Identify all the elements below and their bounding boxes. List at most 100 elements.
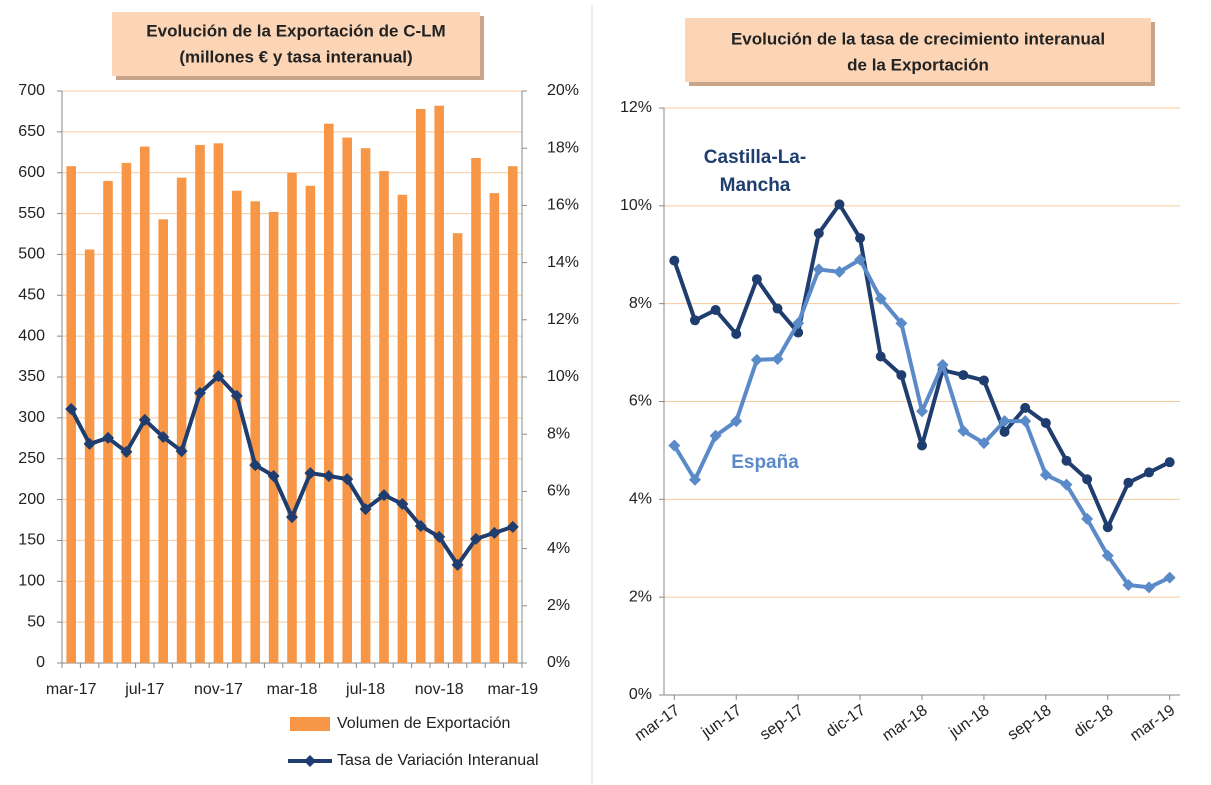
marker [414,520,427,533]
y-tick-label: 600 [18,164,45,181]
marker [854,253,867,266]
y2-tick-label: 16% [547,197,579,214]
marker [1144,467,1155,478]
bar [324,123,334,663]
y-tick-label: 0% [629,686,652,703]
marker [1040,418,1051,429]
y-tick-label: 350 [18,368,45,385]
x-tick-label: mar-18 [879,702,930,745]
y-tick-label: 6% [629,393,652,410]
bar [452,233,463,663]
series-label: España [731,452,799,473]
y-tick-label: 450 [18,287,45,304]
x-tick-label: mar-19 [1127,702,1178,745]
marker [731,328,742,339]
series-label: Castilla-La- [704,147,806,168]
x-tick-label: jun-18 [946,702,993,742]
marker [812,263,825,276]
y-tick-label: 300 [18,409,45,426]
bar [121,162,132,663]
marker [488,526,501,539]
y-tick-label: 550 [18,205,45,222]
y-tick-label: 200 [18,491,45,508]
marker [1019,415,1032,428]
marker [709,429,722,442]
x-tick-label: nov-18 [415,681,464,698]
y-tick-label: 12% [620,99,652,116]
x-tick-label: nov-17 [194,681,243,698]
marker [916,405,928,418]
marker [378,489,390,502]
chart-title: Evolución de la Exportación de C-LM [146,21,445,40]
x-tick-label: mar-17 [46,681,97,698]
marker [813,228,824,239]
x-tick-label: jun-17 [698,702,745,742]
bar [379,171,389,663]
bar [471,158,481,663]
marker [1163,571,1176,584]
bar [103,180,113,663]
series-label: Mancha [720,175,791,196]
marker [855,233,866,244]
y-tick-label: 50 [27,613,45,630]
marker [977,437,990,450]
y-tick-label: 650 [18,123,45,140]
marker [1122,578,1135,591]
bar [140,146,150,663]
marker [83,437,96,450]
legend-swatch [290,717,330,731]
marker [1081,512,1094,525]
marker [936,358,949,371]
marker [1123,477,1134,488]
line [672,257,1171,590]
marker [396,497,409,510]
bar [176,177,187,664]
y2-tick-label: 14% [547,254,579,271]
bar [213,143,224,664]
y2-tick-label: 18% [547,139,579,156]
marker [451,558,464,571]
marker [978,375,989,386]
marker [1082,474,1093,485]
marker [1102,522,1113,533]
y2-tick-label: 8% [547,425,570,442]
y2-tick-label: 0% [547,654,570,671]
marker [359,503,372,516]
marker [710,305,721,316]
marker [730,415,743,428]
marker [1061,455,1072,466]
marker [286,511,298,524]
marker [194,387,206,400]
marker [833,265,846,278]
marker [304,467,317,480]
bar [287,172,297,663]
title-box [685,18,1151,82]
chart-title: Evolución de la tasa de crecimiento inte… [731,29,1105,48]
bar [360,148,371,663]
x-tick-label: dic-17 [823,702,869,741]
marker [341,473,354,486]
y-tick-label: 700 [18,82,45,99]
marker [1020,402,1031,413]
bar [305,185,316,663]
bar [342,137,352,663]
bar [268,211,279,664]
y2-tick-label: 10% [547,368,579,385]
bar [416,108,426,663]
y-tick-label: 400 [18,327,45,344]
marker [875,351,886,362]
bar [250,201,260,664]
x-tick-label: sep-18 [1005,702,1055,744]
marker [212,370,225,383]
marker [175,445,188,458]
marker [470,532,482,545]
y2-tick-label: 4% [547,540,570,557]
y-tick-label: 150 [18,532,45,549]
marker [874,292,887,305]
marker [1039,468,1052,481]
marker [138,413,151,426]
marker [917,440,927,451]
bar [508,166,518,664]
x-tick-label: mar-17 [632,702,683,745]
marker [669,255,680,266]
